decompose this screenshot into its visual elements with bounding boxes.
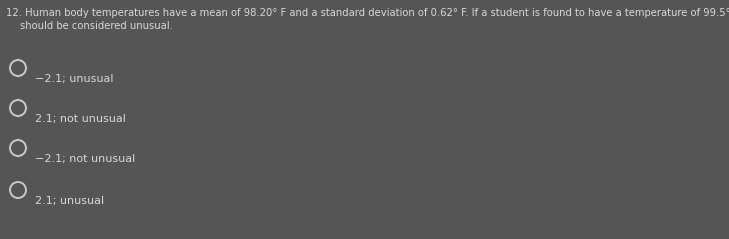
Text: 2.1; not unusual: 2.1; not unusual bbox=[35, 114, 126, 124]
Text: 12. Human body temperatures have a mean of 98.20° F and a standard deviation of : 12. Human body temperatures have a mean … bbox=[6, 8, 729, 18]
Text: 2.1; unusual: 2.1; unusual bbox=[35, 196, 104, 206]
Text: −2.1; not unusual: −2.1; not unusual bbox=[35, 154, 136, 164]
Text: should be considered unusual.: should be considered unusual. bbox=[20, 21, 174, 31]
Text: −2.1; unusual: −2.1; unusual bbox=[35, 74, 114, 84]
